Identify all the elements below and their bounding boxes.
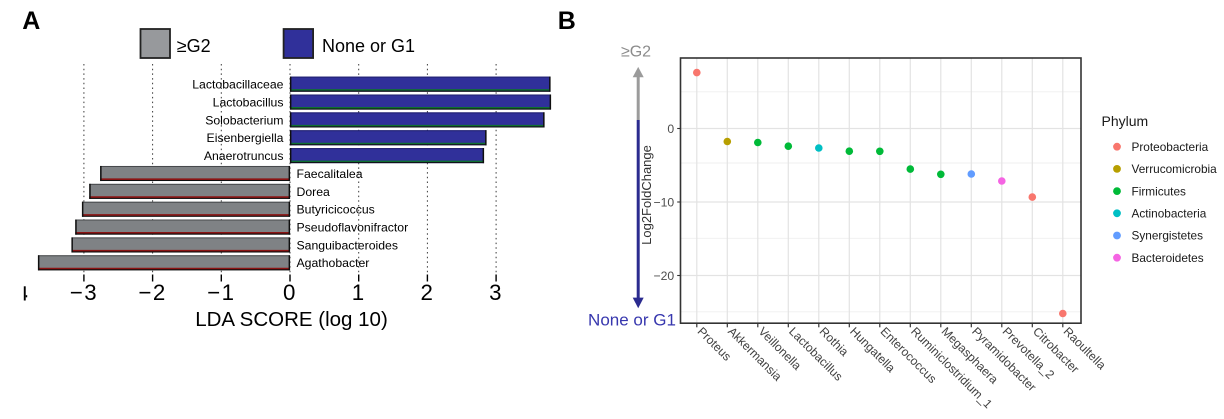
svg-text:Butyricicoccus: Butyricicoccus: [297, 203, 375, 217]
svg-text:0: 0: [283, 280, 297, 305]
svg-text:Eisenbergiella: Eisenbergiella: [207, 131, 284, 145]
svg-text:1: 1: [352, 280, 366, 305]
svg-text:LDA SCORE (log 10): LDA SCORE (log 10): [195, 308, 388, 331]
svg-text:Phylum: Phylum: [1102, 113, 1149, 129]
svg-text:None or G1: None or G1: [588, 311, 676, 330]
svg-text:≥G2: ≥G2: [177, 36, 211, 56]
svg-text:Synergistetes: Synergistetes: [1132, 229, 1204, 243]
svg-text:Bacteroidetes: Bacteroidetes: [1132, 251, 1204, 265]
svg-text:3: 3: [489, 280, 503, 305]
svg-text:Sanguibacteroides: Sanguibacteroides: [297, 238, 398, 252]
svg-text:Log2FoldChange: Log2FoldChange: [639, 145, 654, 245]
svg-text:−20: −20: [654, 269, 675, 283]
svg-text:Faecalitalea: Faecalitalea: [297, 167, 363, 181]
svg-text:Dorea: Dorea: [297, 185, 331, 199]
svg-text:≥G2: ≥G2: [621, 44, 651, 61]
svg-text:Proteobacteria: Proteobacteria: [1132, 140, 1209, 154]
svg-text:B: B: [558, 7, 576, 35]
svg-text:Firmicutes: Firmicutes: [1132, 184, 1187, 198]
svg-text:−10: −10: [654, 195, 675, 209]
svg-text:Actinobacteria: Actinobacteria: [1132, 207, 1207, 221]
svg-text:Anaerotruncus: Anaerotruncus: [204, 149, 284, 163]
svg-text:0: 0: [667, 122, 674, 136]
svg-text:A: A: [22, 7, 40, 35]
svg-text:Lactobacillus: Lactobacillus: [213, 95, 284, 109]
svg-text:−3: −3: [70, 280, 98, 305]
svg-text:Verrucomicrobia: Verrucomicrobia: [1132, 162, 1218, 176]
svg-text:None or G1: None or G1: [322, 36, 415, 56]
svg-text:Solobacterium: Solobacterium: [205, 113, 283, 127]
svg-text:Lactobacillaceae: Lactobacillaceae: [192, 78, 283, 92]
svg-text:Pseudoflavonifractor: Pseudoflavonifractor: [297, 221, 409, 235]
svg-text:−2: −2: [138, 280, 166, 305]
svg-text:2: 2: [420, 280, 434, 305]
svg-text:Agathobacter: Agathobacter: [297, 256, 370, 270]
svg-text:−1: −1: [207, 280, 235, 305]
